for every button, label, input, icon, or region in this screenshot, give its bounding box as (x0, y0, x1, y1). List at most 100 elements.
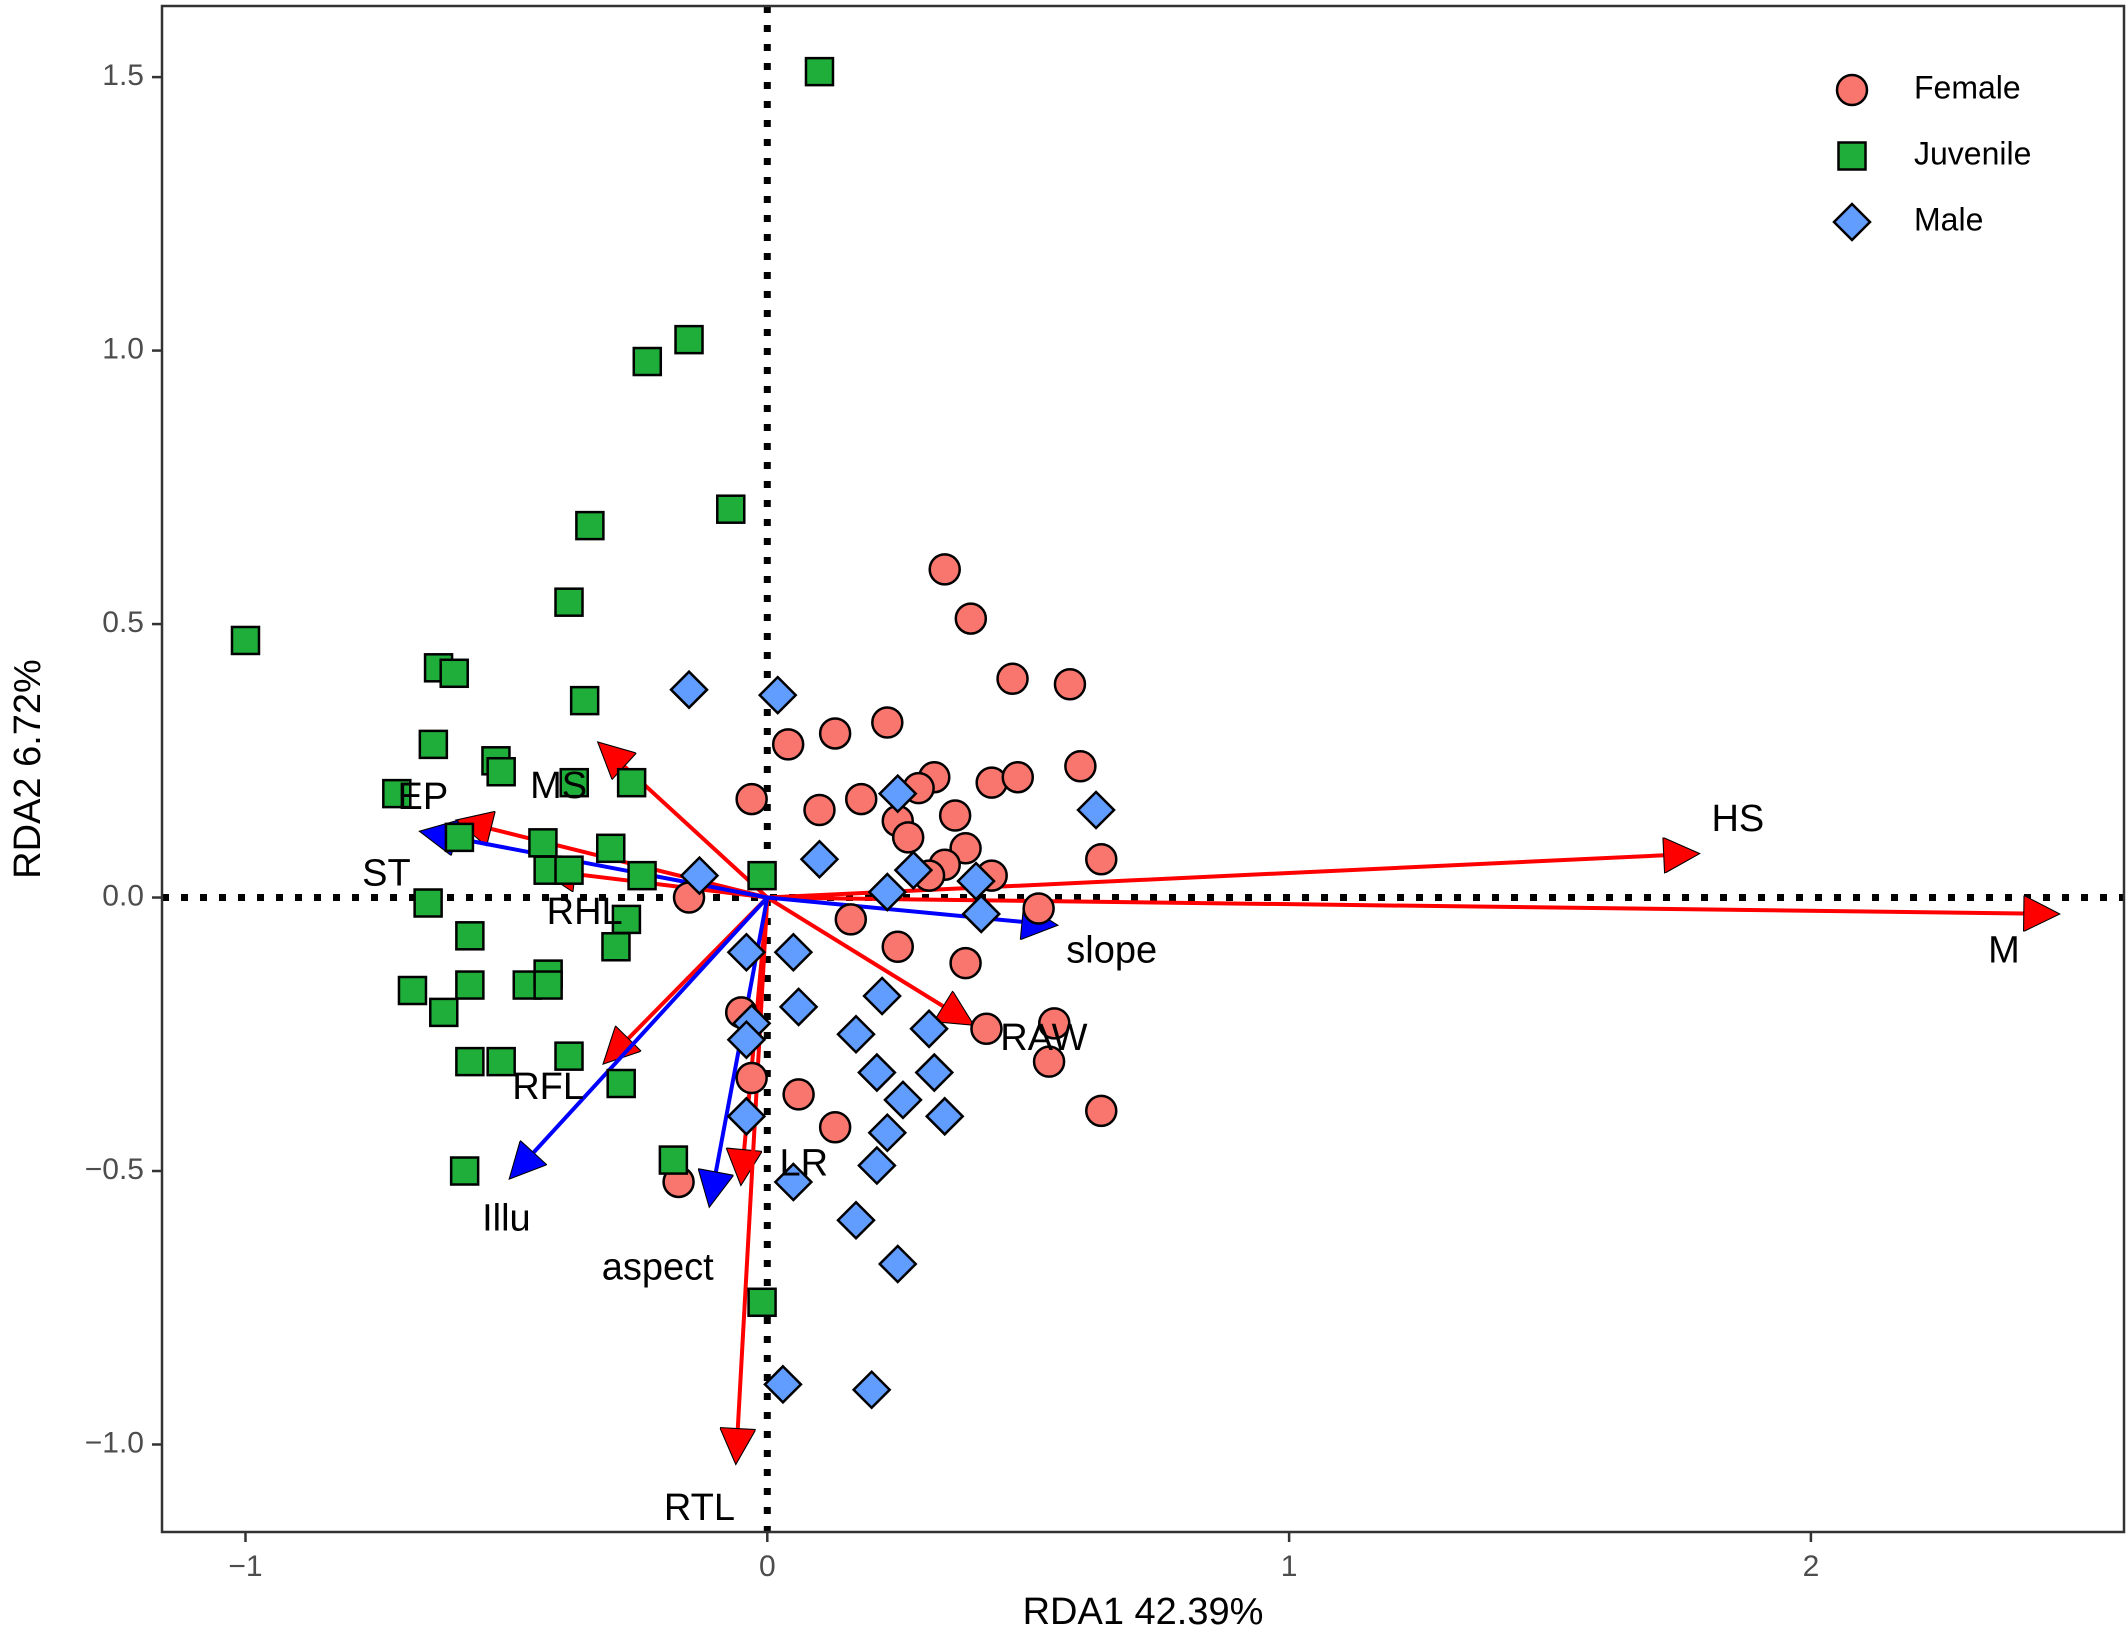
y-tick-label: 0.0 (102, 879, 144, 912)
female-point (844, 782, 878, 816)
legend-key-female (1835, 73, 1869, 107)
vector-st (423, 832, 768, 900)
y-tick-label: 1.5 (102, 59, 144, 92)
juvenile-point (533, 970, 563, 1000)
juvenile-point (418, 729, 449, 760)
female-point (1053, 667, 1087, 701)
male-point (857, 1145, 897, 1186)
juvenile-point (616, 767, 647, 798)
male-point (726, 1019, 767, 1060)
female-point (1001, 760, 1035, 794)
vector-label-ep: EP (398, 776, 449, 818)
male-point (726, 1096, 767, 1137)
male-point (867, 1112, 908, 1153)
female-point (782, 1078, 815, 1111)
vector-label-lr: LR (780, 1143, 829, 1185)
juvenile-point (455, 1046, 485, 1077)
female-point (1038, 1007, 1071, 1040)
male-point (773, 932, 814, 972)
zero-lines (162, 6, 2124, 1532)
male-point (877, 773, 918, 814)
juvenile-point (601, 932, 631, 962)
juvenile-point (658, 1145, 689, 1175)
female-point (928, 553, 961, 586)
legend-label-male: Male (1914, 201, 1983, 237)
juvenile-point (569, 685, 600, 716)
female-point (949, 946, 982, 980)
data-points (230, 56, 1118, 1410)
male-point (679, 855, 720, 896)
female-point (735, 782, 768, 816)
male-point (862, 976, 902, 1016)
male-point (909, 1009, 949, 1049)
y-tick-label: 1.0 (102, 333, 144, 366)
male-point (799, 839, 840, 880)
y-tick-label: −0.5 (85, 1153, 144, 1186)
male-point (961, 894, 1002, 934)
juvenile-point (606, 1068, 636, 1099)
female-point (975, 766, 1008, 799)
juvenile-point (486, 756, 516, 787)
female-point (735, 1061, 768, 1095)
juvenile-point (554, 587, 584, 617)
female-point (996, 662, 1029, 696)
male-point (778, 987, 819, 1027)
juvenile-point (554, 1041, 584, 1071)
female-point (1085, 842, 1118, 876)
female-point (1032, 1045, 1066, 1078)
male-point (914, 1052, 955, 1093)
male-point (669, 669, 709, 710)
y-axis: −1.0 −0.5 0.0 0.5 1.0 1.5 (85, 59, 162, 1459)
legend: Female Juvenile Male (1832, 69, 2031, 242)
vector-label-st: ST (362, 853, 411, 895)
male-point (836, 1014, 876, 1055)
juvenile-point (559, 767, 589, 798)
female-point (1022, 892, 1055, 925)
male-point (773, 1162, 814, 1202)
juvenile-point (575, 510, 605, 541)
juvenile-point (716, 494, 746, 524)
juvenile-point (486, 1046, 516, 1077)
vector-label-illu: Illu (482, 1197, 531, 1239)
juvenile-point (397, 975, 428, 1006)
x-axis: −1 0 1 2 (228, 1532, 1819, 1583)
juvenile-point (455, 970, 485, 1000)
vector-rtl (736, 897, 770, 1461)
vectors (423, 744, 2056, 1461)
female-point (1064, 750, 1097, 783)
juvenile-point (747, 1287, 777, 1318)
female-point (1085, 1094, 1118, 1128)
juvenile-point (413, 888, 443, 918)
y-axis-title: RDA2 6.72% (7, 659, 49, 879)
x-tick-label: −1 (228, 1550, 262, 1583)
vector-label-raw: RAW (1000, 1017, 1087, 1059)
juvenile-point (747, 860, 777, 891)
vector-m (767, 898, 2056, 914)
male-point (867, 872, 908, 912)
juvenile-point (230, 625, 261, 656)
vector-label-ms: MS (530, 765, 587, 807)
legend-label-juvenile: Juvenile (1914, 135, 2031, 171)
female-point (834, 903, 868, 936)
vector-label-rhl: RHL (547, 891, 623, 933)
vector-label-rfl: RFL (512, 1066, 584, 1108)
vector-labels: HS M RAW LR RTL RFL RHL MS EP ST slope Illu aspect (362, 765, 2020, 1529)
juvenile-point (611, 904, 642, 935)
juvenile-point (674, 324, 704, 355)
juvenile-point (444, 822, 475, 853)
female-point (818, 1111, 852, 1144)
male-point (763, 1364, 803, 1405)
male-point (757, 675, 798, 715)
male-point (1076, 790, 1116, 830)
x-tick-label: 1 (1281, 1550, 1298, 1583)
male-point (877, 1244, 918, 1284)
legend-key-juvenile (1837, 141, 1867, 171)
male-point (851, 1370, 892, 1410)
male-point (924, 1096, 965, 1137)
juvenile-point (449, 1156, 480, 1186)
female-point (818, 717, 852, 750)
juvenile-point (627, 860, 657, 891)
vector-slope (767, 895, 1054, 925)
juvenile-point (439, 658, 469, 689)
juvenile-point (554, 855, 584, 885)
